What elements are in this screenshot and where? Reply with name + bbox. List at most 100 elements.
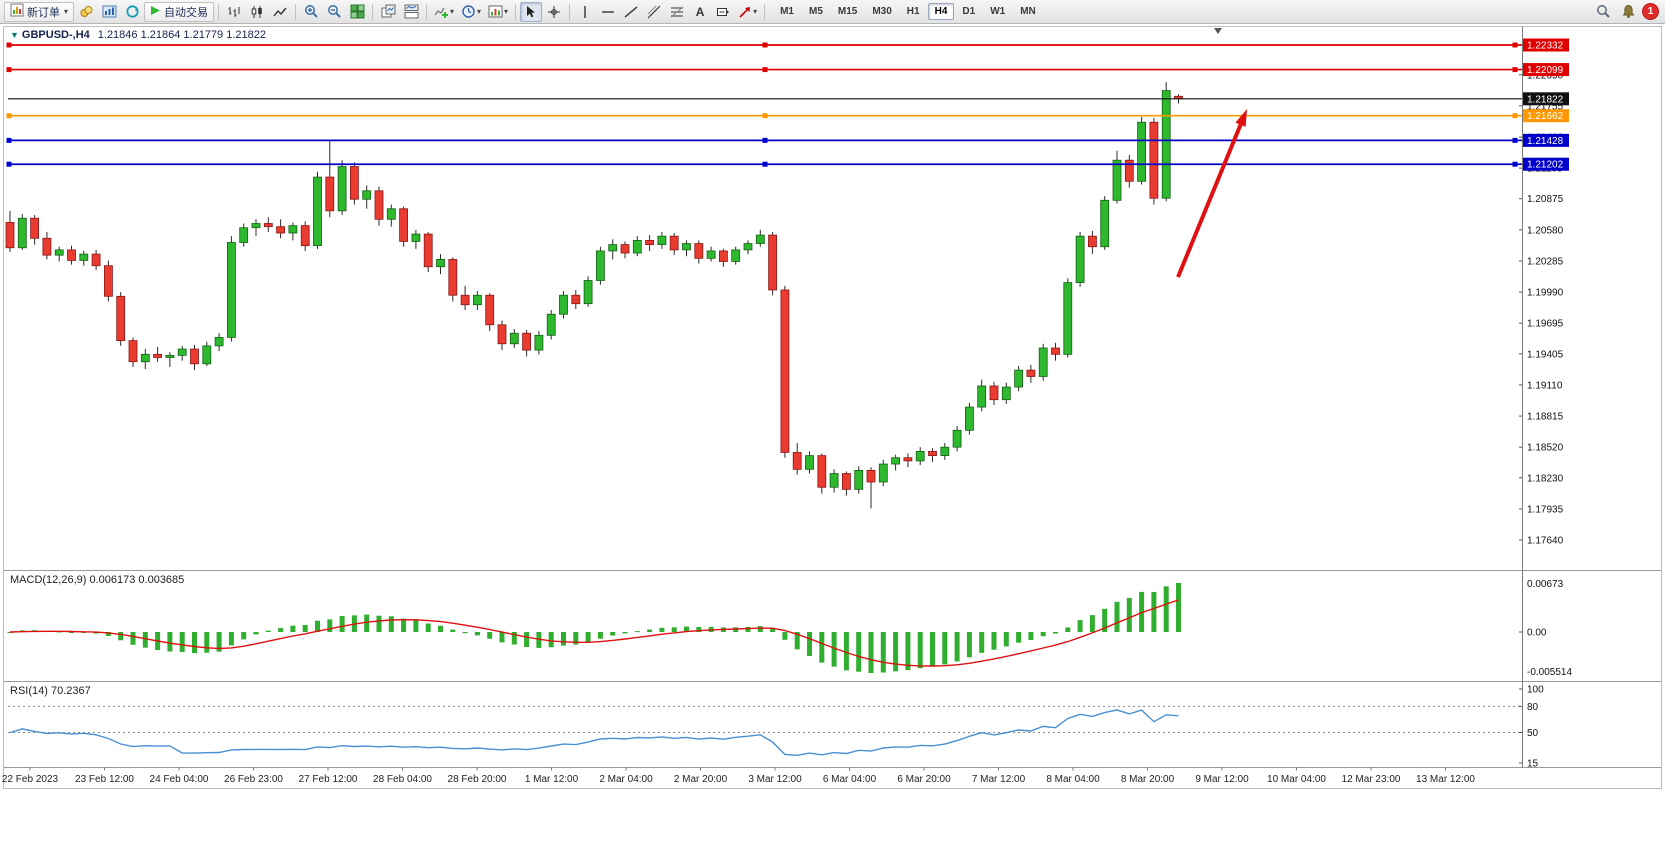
auto-trading-button[interactable]: 自动交易 — [144, 1, 215, 22]
svg-text:-0.005514: -0.005514 — [1527, 667, 1572, 678]
crosshair-icon — [548, 5, 561, 18]
market-watch-button[interactable] — [98, 2, 120, 22]
template-button[interactable]: ▾ — [485, 2, 511, 22]
horizontal-line-1.21662[interactable] — [6, 113, 1523, 119]
bell-icon — [1622, 4, 1634, 18]
trend-arrow-annotation[interactable] — [1176, 109, 1247, 278]
price-tag: 1.21428 — [1523, 133, 1569, 147]
svg-text:100: 100 — [1527, 685, 1544, 696]
chart-canvas[interactable]: 1.220501.217551.214601.211651.208751.205… — [0, 25, 1665, 841]
channel-tool-button[interactable] — [643, 2, 665, 22]
candlestick-chart-icon — [251, 5, 262, 18]
arrange-windows-button[interactable] — [400, 2, 422, 22]
vertical-line-tool-button[interactable] — [574, 2, 596, 22]
timeframe-m5[interactable]: M5 — [808, 6, 823, 17]
zoom-out-button[interactable] — [323, 2, 345, 22]
search-icon — [1596, 5, 1610, 18]
timeframe-h1[interactable]: H1 — [906, 6, 920, 17]
label-tool-button[interactable] — [712, 2, 734, 22]
svg-text:1.22099: 1.22099 — [1527, 65, 1564, 76]
timeframe-mn[interactable]: MN — [1020, 6, 1036, 17]
rsi-panel: 100 80 50 15 — [8, 685, 1544, 770]
toolbar-separator — [426, 3, 428, 20]
svg-text:1.19695: 1.19695 — [1527, 319, 1564, 330]
price-tag: 1.21822 — [1523, 92, 1569, 106]
trendline-icon — [624, 5, 638, 18]
timeframe-w1[interactable]: W1 — [990, 6, 1006, 17]
profile-charts-button[interactable] — [75, 2, 97, 22]
notification-badge[interactable]: 1 — [1642, 3, 1659, 20]
svg-text:26 Feb 23:00: 26 Feb 23:00 — [224, 774, 283, 785]
search-button[interactable] — [1592, 2, 1614, 22]
timeframe-h4[interactable]: H4 — [927, 3, 955, 20]
horizontal-line-1.22099[interactable] — [6, 67, 1523, 73]
add-indicator-button[interactable]: ▾ — [431, 2, 457, 22]
new-order-button[interactable]: 新订单 ▾ — [4, 1, 75, 22]
svg-text:2 Mar 04:00: 2 Mar 04:00 — [599, 774, 653, 785]
zoom-out-icon — [327, 5, 341, 18]
svg-text:1.19110: 1.19110 — [1527, 380, 1563, 391]
svg-text:1.19990: 1.19990 — [1527, 288, 1564, 299]
svg-text:10 Mar 04:00: 10 Mar 04:00 — [1267, 774, 1326, 785]
horizontal-line-1.21202[interactable] — [6, 161, 1523, 167]
timeframe-d1[interactable]: D1 — [962, 6, 976, 17]
price-tag: 1.22332 — [1523, 38, 1569, 52]
refresh-button[interactable] — [121, 2, 143, 22]
symbol-dropdown-icon[interactable]: ▼ — [10, 30, 19, 40]
chevron-down-icon: ▾ — [450, 7, 455, 16]
chart-title: ▼ GBPUSD-,H4 1.21846 1.21864 1.21779 1.218… — [10, 29, 266, 41]
chart-shift-marker[interactable] — [1214, 28, 1222, 34]
chevron-down-icon: ▾ — [64, 7, 69, 16]
timeframe-group: M1 M5 M15 M30 H1 H4 D1 W1 MN — [773, 3, 1043, 20]
svg-text:1.20285: 1.20285 — [1527, 256, 1564, 267]
trendline-tool-button[interactable] — [620, 2, 642, 22]
timeframe-m30[interactable]: M30 — [872, 6, 892, 17]
play-icon — [150, 5, 161, 19]
tile-windows-button[interactable] — [346, 2, 368, 22]
svg-text:24 Feb 04:00: 24 Feb 04:00 — [150, 774, 209, 785]
svg-text:1.18230: 1.18230 — [1527, 473, 1564, 484]
svg-text:12 Mar 23:00: 12 Mar 23:00 — [1342, 774, 1401, 785]
timeframe-m15[interactable]: M15 — [837, 6, 858, 17]
timeframe-m1[interactable]: M1 — [780, 6, 794, 17]
svg-text:8 Mar 04:00: 8 Mar 04:00 — [1046, 774, 1100, 785]
candle-chart-mode-button[interactable] — [246, 2, 268, 22]
horizontal-line-1.21428[interactable] — [6, 137, 1523, 143]
bar-chart-mode-button[interactable] — [223, 2, 245, 22]
svg-text:1.21428: 1.21428 — [1527, 136, 1564, 147]
svg-text:28 Feb 20:00: 28 Feb 20:00 — [448, 774, 507, 785]
crosshair-tool-button[interactable] — [543, 2, 565, 22]
new-order-label: 新订单 — [27, 6, 60, 19]
text-tool-icon: A — [695, 4, 705, 19]
macd-indicator-label: MACD(12,26,9) 0.006173 0.003685 — [10, 574, 185, 586]
svg-text:1.18815: 1.18815 — [1527, 412, 1564, 423]
toolbar-right-cluster: 1 — [1592, 2, 1661, 22]
channel-icon — [647, 5, 661, 18]
add-indicator-icon — [434, 7, 449, 18]
shapes-tool-button[interactable]: ▾ — [735, 2, 760, 22]
cursor-tool-button[interactable] — [520, 1, 543, 22]
svg-text:6 Mar 04:00: 6 Mar 04:00 — [823, 774, 877, 785]
svg-text:1.21662: 1.21662 — [1527, 111, 1564, 122]
horizontal-line-tool-button[interactable] — [597, 2, 619, 22]
notifications-button[interactable] — [1617, 2, 1639, 22]
horizontal-line-1.22332[interactable] — [6, 42, 1523, 48]
svg-text:23 Feb 12:00: 23 Feb 12:00 — [75, 774, 134, 785]
toolbar-separator — [372, 3, 374, 20]
cascade-windows-button[interactable] — [377, 2, 399, 22]
market-watch-icon — [102, 5, 117, 18]
price-tag: 1.22099 — [1523, 63, 1569, 77]
text-tool-button[interactable]: A — [689, 2, 711, 22]
macd-panel: 0.00673 0.00 -0.005514 — [7, 579, 1572, 678]
period-button[interactable]: ▾ — [458, 2, 484, 22]
zoom-in-button[interactable] — [300, 2, 322, 22]
arrow-shape-icon — [739, 6, 751, 18]
svg-text:1.17640: 1.17640 — [1527, 536, 1564, 547]
fibonacci-tool-button[interactable] — [666, 2, 688, 22]
bar-chart-icon — [228, 6, 240, 17]
svg-text:1.17935: 1.17935 — [1527, 504, 1564, 515]
clock-icon — [462, 5, 475, 18]
candlestick-series — [5, 82, 1183, 509]
line-chart-mode-button[interactable] — [269, 2, 291, 22]
